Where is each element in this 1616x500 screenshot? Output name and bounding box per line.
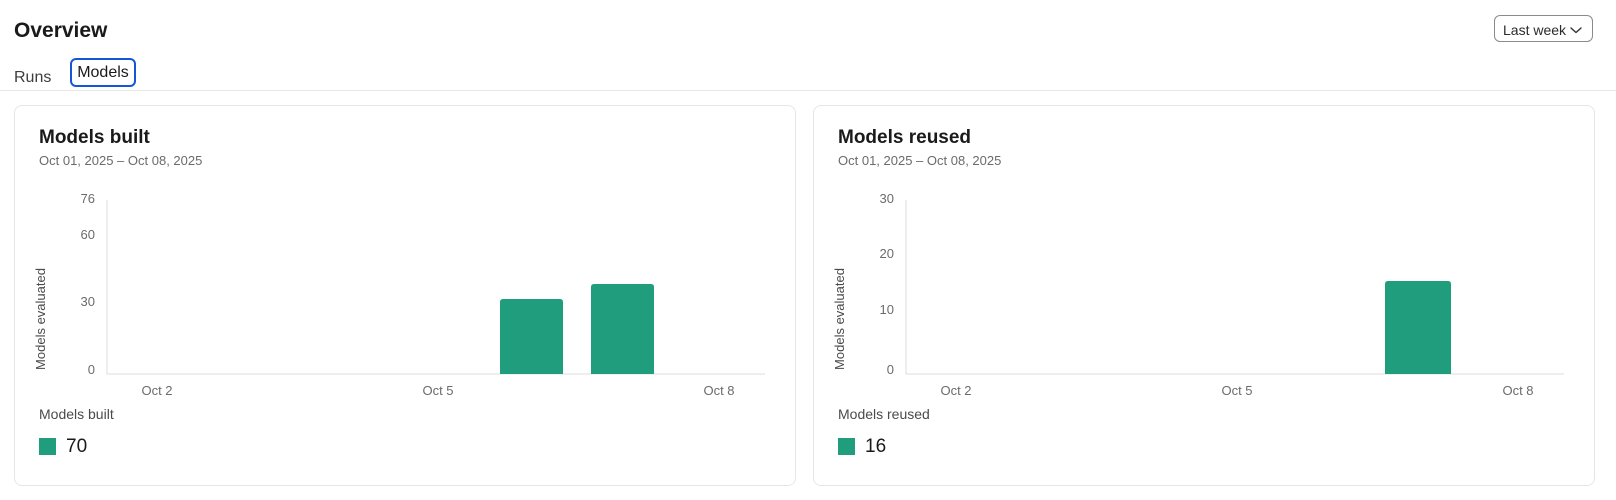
svg-text:Oct 8: Oct 8 [1502, 383, 1533, 398]
svg-text:Models evaluated: Models evaluated [832, 268, 847, 370]
svg-text:10: 10 [880, 302, 894, 317]
svg-text:Models evaluated: Models evaluated [33, 268, 48, 370]
svg-text:60: 60 [81, 227, 95, 242]
svg-text:20: 20 [880, 246, 894, 261]
svg-text:30: 30 [81, 294, 95, 309]
svg-text:Oct 5: Oct 5 [422, 383, 453, 398]
svg-text:30: 30 [880, 191, 894, 206]
svg-text:0: 0 [887, 362, 894, 377]
svg-text:Oct 5: Oct 5 [1221, 383, 1252, 398]
svg-text:Oct 2: Oct 2 [141, 383, 172, 398]
svg-text:Oct 8: Oct 8 [703, 383, 734, 398]
svg-text:Oct 2: Oct 2 [940, 383, 971, 398]
svg-text:0: 0 [88, 362, 95, 377]
svg-text:76: 76 [81, 191, 95, 206]
